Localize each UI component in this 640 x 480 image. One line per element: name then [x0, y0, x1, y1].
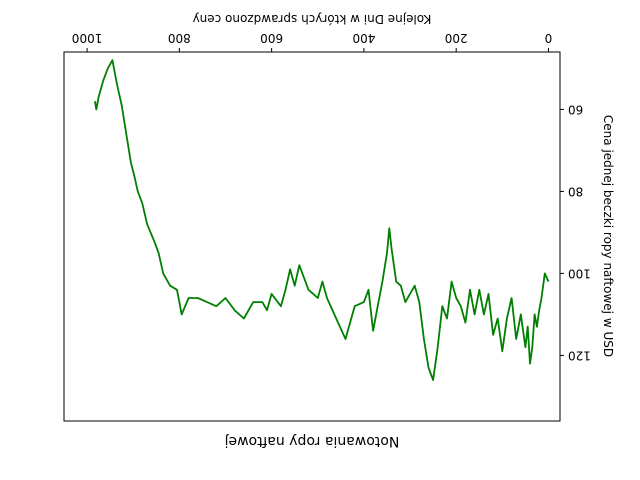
x-tick-label: 0	[545, 31, 553, 45]
series-line	[94, 59, 550, 381]
x-axis-label: Kolejne Dni w których sprawdzono ceny	[193, 12, 432, 26]
y-tick-label: 120	[568, 348, 591, 362]
x-tick-label: 400	[352, 31, 375, 45]
x-tick-label: 600	[260, 31, 283, 45]
y-tick-label: 80	[568, 184, 583, 198]
plot-frame	[63, 51, 561, 422]
y-tick-label: 60	[568, 102, 583, 116]
y-axis-label: Cena jednej beczki ropy naftowej w USD	[601, 115, 615, 357]
x-tick-label: 200	[445, 31, 468, 45]
series-layer	[94, 59, 550, 381]
ticks-layer: 0 200 400 600 800 1000 60 80 100 120	[72, 31, 591, 362]
y-tick-label: 100	[568, 266, 591, 280]
x-tick-label: 1000	[72, 31, 103, 45]
x-tick-label: 800	[168, 31, 191, 45]
chart-title: Notowania ropy naftowej	[225, 433, 400, 449]
